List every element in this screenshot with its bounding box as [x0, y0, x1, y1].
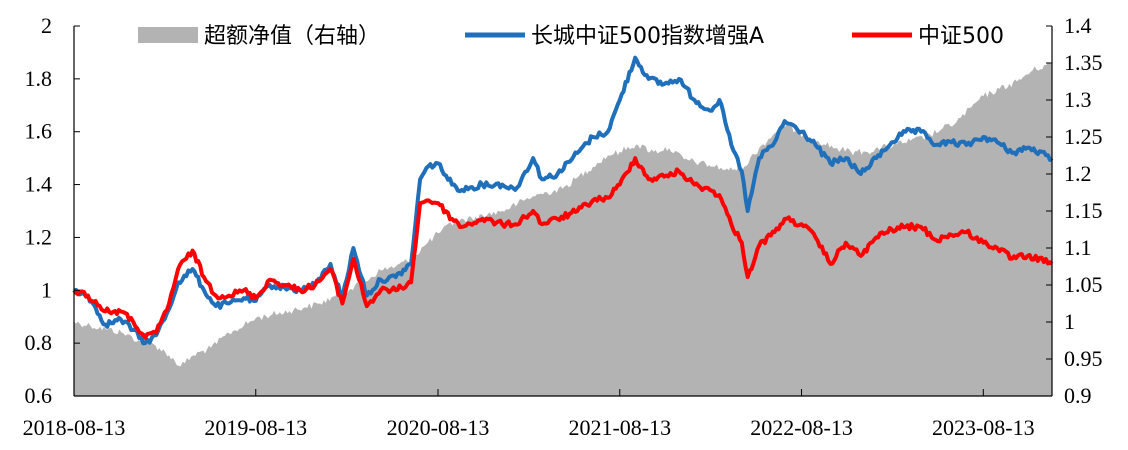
y-right-tick-label: 0.9: [1064, 383, 1092, 408]
legend-label: 超额净值（右轴）: [204, 24, 380, 49]
legend-item: 长城中证500指数增强A: [465, 24, 764, 49]
y-right-tick-label: 1.35: [1064, 50, 1103, 75]
series-area-excess-nav: [74, 62, 1052, 396]
y-left-tick-label: 1.6: [25, 119, 53, 144]
series-line-index: [72, 156, 1054, 340]
line-layer: [72, 55, 1054, 346]
x-tick-label: 2022-08-13: [750, 415, 853, 440]
legend: 超额净值（右轴） 长城中证500指数增强A 中证500: [138, 24, 1004, 49]
x-tick-label: 2021-08-13: [568, 415, 671, 440]
legend-label: 长城中证500指数增强A: [531, 24, 764, 49]
y-right-tick-label: 1: [1064, 309, 1075, 334]
y-right-tick-label: 1.2: [1064, 161, 1092, 186]
x-tick-label: 2023-08-13: [932, 415, 1035, 440]
y-left-tick-label: 1.8: [25, 66, 53, 91]
legend-item: 中证500: [852, 24, 1004, 49]
y-left-tick-label: 1.4: [25, 172, 53, 197]
legend-label: 中证500: [918, 24, 1004, 49]
ticks-layer: 0.6 0.8 1 1.2 1.4 1.6 1.8 2 0.9 0.95 1 1.05 1.1 1.15 1…: [23, 13, 1103, 440]
y-right-tick-label: 1.4: [1064, 13, 1092, 38]
x-tick-label: 2019-08-13: [204, 415, 307, 440]
series-line-fund: [73, 55, 1054, 346]
y-right-tick-label: 0.95: [1064, 346, 1103, 371]
y-left-tick-label: 1.2: [25, 224, 53, 249]
x-tick-label: 2018-08-13: [23, 415, 126, 440]
y-right-tick-label: 1.1: [1064, 235, 1092, 260]
legend-swatch: [138, 27, 198, 43]
legend-item: 超额净值（右轴）: [138, 24, 380, 49]
y-left-tick-label: 2: [41, 13, 52, 38]
x-tick-label: 2020-08-13: [387, 415, 490, 440]
y-right-tick-label: 1.15: [1064, 198, 1103, 223]
y-left-tick-label: 0.8: [25, 330, 53, 355]
y-right-tick-label: 1.05: [1064, 272, 1103, 297]
y-right-tick-label: 1.25: [1064, 124, 1103, 149]
y-left-tick-label: 0.6: [25, 383, 53, 408]
area-layer: [74, 62, 1052, 396]
y-right-tick-label: 1.3: [1064, 87, 1092, 112]
y-left-tick-label: 1: [41, 277, 52, 302]
